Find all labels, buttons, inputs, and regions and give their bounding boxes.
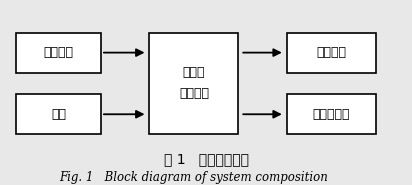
Bar (150, 33, 238, 134)
Text: 液晶显示: 液晶显示 (316, 46, 346, 59)
Text: 键盘: 键盘 (51, 108, 66, 121)
Text: 温度检测: 温度检测 (44, 46, 74, 59)
Text: 图 1   系统结构框图: 图 1 系统结构框图 (164, 153, 248, 166)
Bar (287, 33, 376, 73)
Text: 状态指示灯: 状态指示灯 (312, 108, 350, 121)
Bar (287, 94, 376, 134)
Text: Fig. 1   Block diagram of system composition: Fig. 1 Block diagram of system compositi… (59, 171, 328, 184)
Bar (16, 94, 101, 134)
Bar (16, 33, 101, 73)
Text: 单片机
最小系统: 单片机 最小系统 (179, 66, 209, 100)
